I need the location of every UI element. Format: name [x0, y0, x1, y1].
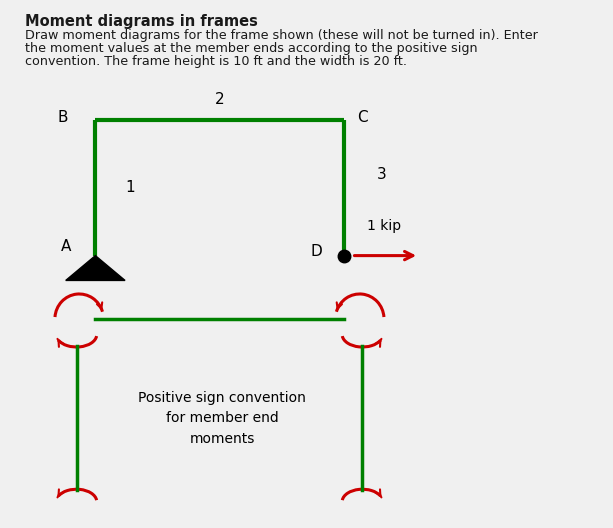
Text: B: B — [58, 110, 69, 126]
Text: A: A — [61, 239, 71, 254]
Text: 1: 1 — [126, 181, 135, 195]
Text: Moment diagrams in frames: Moment diagrams in frames — [25, 14, 257, 29]
Text: convention. The frame height is 10 ft and the width is 20 ft.: convention. The frame height is 10 ft an… — [25, 55, 406, 69]
Text: the moment values at the member ends according to the positive sign: the moment values at the member ends acc… — [25, 42, 477, 55]
Text: D: D — [310, 243, 322, 259]
Polygon shape — [66, 256, 125, 280]
Text: 2: 2 — [215, 92, 224, 107]
Text: 1 kip: 1 kip — [367, 219, 401, 233]
Text: 3: 3 — [376, 167, 386, 182]
Text: Positive sign convention
for member end
moments: Positive sign convention for member end … — [138, 391, 306, 446]
Text: Draw moment diagrams for the frame shown (these will not be turned in). Enter: Draw moment diagrams for the frame shown… — [25, 29, 538, 42]
Text: C: C — [357, 110, 368, 126]
